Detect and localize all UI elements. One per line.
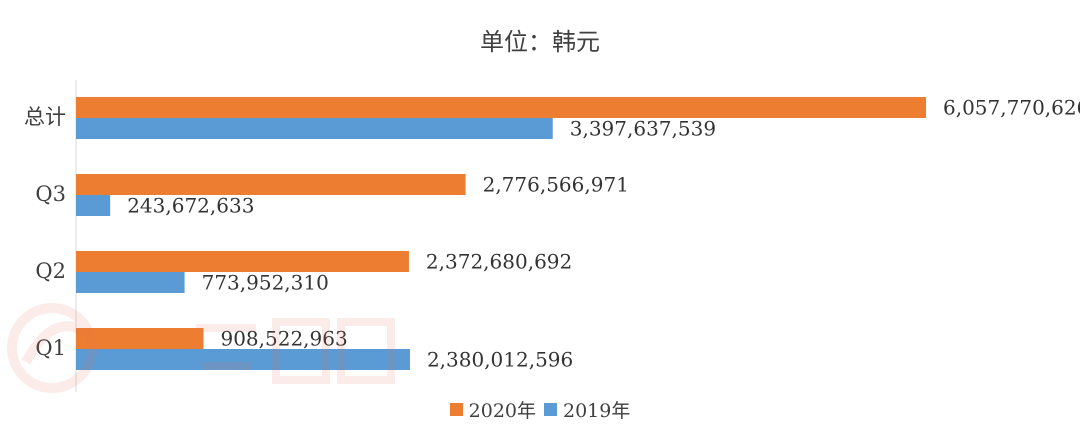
legend-item-2020: 2020年 bbox=[449, 396, 536, 423]
category-label: Q3 bbox=[35, 182, 66, 206]
bar bbox=[76, 118, 553, 139]
bar bbox=[76, 272, 185, 293]
bar bbox=[76, 328, 204, 349]
legend-swatch-2019 bbox=[544, 403, 557, 416]
legend: 2020年 2019年 bbox=[0, 396, 1080, 423]
data-label: 2,776,566,971 bbox=[483, 173, 629, 197]
legend-item-2019: 2019年 bbox=[544, 396, 630, 423]
bars-group bbox=[76, 97, 926, 370]
data-label: 243,672,633 bbox=[127, 194, 254, 218]
bar bbox=[76, 174, 466, 195]
data-label: 6,057,770,626 bbox=[943, 96, 1080, 120]
chart-title: 单位：韩元 bbox=[480, 28, 600, 56]
category-label: Q2 bbox=[35, 259, 66, 283]
legend-swatch-2020 bbox=[449, 403, 463, 416]
category-label: Q1 bbox=[35, 336, 66, 360]
bar bbox=[76, 349, 410, 370]
data-label: 908,522,963 bbox=[220, 327, 347, 351]
data-label: 2,372,680,692 bbox=[426, 250, 572, 274]
bar bbox=[76, 251, 409, 272]
labels-group: 总计 6,057,770,626 3,397,637,539 Q3 2,776,566,… bbox=[24, 96, 1080, 372]
category-label: 总计 bbox=[24, 105, 66, 129]
data-label: 3,397,637,539 bbox=[570, 117, 716, 141]
legend-label-2019: 2019年 bbox=[563, 400, 631, 422]
data-label: 2,380,012,596 bbox=[427, 348, 573, 372]
bar bbox=[76, 97, 926, 118]
bar bbox=[76, 195, 111, 216]
legend-label-2020: 2020年 bbox=[468, 400, 536, 422]
data-label: 773,952,310 bbox=[202, 271, 329, 295]
